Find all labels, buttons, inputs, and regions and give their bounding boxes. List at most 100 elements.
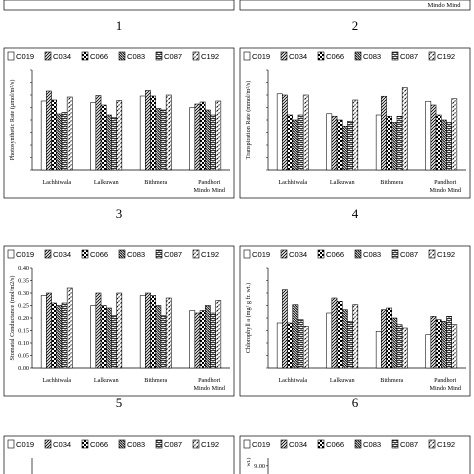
legend-label-c083: C083 bbox=[127, 250, 145, 259]
legend-label-c192: C192 bbox=[437, 250, 455, 259]
bar-c034-3 bbox=[194, 103, 201, 171]
bar-c087-1 bbox=[347, 120, 353, 171]
bar-c066-0 bbox=[287, 114, 294, 171]
bar-c087-2 bbox=[396, 324, 403, 369]
legend-label-c083: C083 bbox=[363, 440, 381, 449]
legend-swatch-c192 bbox=[192, 51, 200, 61]
x-category-label: Bithmera bbox=[380, 377, 403, 384]
legend-swatch-c083 bbox=[354, 51, 362, 61]
bar-c034-1 bbox=[331, 297, 338, 369]
bar-c066-1 bbox=[336, 119, 343, 171]
bar-c192-0 bbox=[66, 96, 73, 171]
chart-panel-7: C019 C034 C066 C083 C087 C192 bbox=[3, 435, 235, 474]
y-tick-label: 9.00 bbox=[254, 463, 265, 470]
legend-swatch-c192 bbox=[428, 249, 436, 259]
y-axis-label: Transpiration Rate (mmol/m²/s) bbox=[245, 81, 252, 160]
x-category-label: Bithmera bbox=[144, 179, 167, 186]
bar-c066-2 bbox=[150, 95, 157, 171]
legend-swatch-c066 bbox=[317, 249, 325, 259]
legend-label-c083: C083 bbox=[127, 440, 145, 449]
panel1-frame-remnant bbox=[3, 0, 235, 11]
bar-c066-2 bbox=[386, 307, 393, 369]
legend-swatch-c087 bbox=[391, 439, 399, 449]
bar-c019-2 bbox=[375, 331, 382, 369]
bar-c034-0 bbox=[282, 289, 288, 369]
y-tick-label: 0.40 bbox=[18, 265, 29, 272]
legend-label-c034: C034 bbox=[289, 440, 307, 449]
legend-swatch-c192 bbox=[192, 249, 200, 259]
legend-swatch-c087 bbox=[155, 249, 163, 259]
legend-label-c019: C019 bbox=[16, 440, 34, 449]
y-tick-label: 0.00 bbox=[18, 365, 29, 372]
bar-c192-2 bbox=[401, 327, 408, 369]
top-crop: Mindo Mind 1 2 bbox=[3, 0, 471, 33]
legend-label-c192: C192 bbox=[201, 440, 219, 449]
bar-c034-1 bbox=[95, 95, 102, 171]
x-category-label: Lalkuwan bbox=[330, 377, 355, 384]
x-category-label: Mindo Mind bbox=[430, 187, 462, 194]
bar-c192-1 bbox=[352, 304, 359, 369]
bar-c019-3 bbox=[189, 310, 196, 369]
legend-label-c019: C019 bbox=[16, 250, 34, 259]
legend-swatch-c083 bbox=[118, 51, 126, 61]
panel-number-1: 1 bbox=[116, 18, 123, 33]
panel-number-2: 2 bbox=[352, 18, 359, 33]
panel-frame bbox=[3, 435, 235, 474]
bar-c192-1 bbox=[352, 99, 359, 171]
legend-label-c034: C034 bbox=[53, 250, 71, 259]
x-category-label: Lachhiwala bbox=[42, 377, 71, 384]
x-category-label: Lachhiwala bbox=[42, 179, 71, 186]
bar-c192-0 bbox=[66, 287, 73, 369]
legend-label-c192: C192 bbox=[437, 440, 455, 449]
bar-c087-3 bbox=[446, 316, 452, 369]
legend-label-c066: C066 bbox=[90, 52, 108, 61]
bar-c019-0 bbox=[276, 322, 283, 369]
y-tick-label: 0.30 bbox=[18, 290, 29, 297]
panel2-category-label: Mindo Mind bbox=[427, 2, 461, 9]
legend-label-c066: C066 bbox=[90, 250, 108, 259]
bar-c066-3 bbox=[199, 101, 206, 171]
bar-c019-3 bbox=[189, 107, 196, 171]
bar-c066-1 bbox=[336, 301, 343, 369]
x-category-label: Pandhori bbox=[434, 377, 457, 384]
bar-c066-0 bbox=[287, 322, 294, 369]
panel-number-4: 4 bbox=[352, 206, 359, 221]
legend-swatch-c066 bbox=[81, 249, 89, 259]
bar-c019-3 bbox=[425, 334, 432, 369]
bar-c019-2 bbox=[139, 95, 146, 171]
bar-c034-3 bbox=[430, 104, 437, 171]
bar-c019-0 bbox=[40, 100, 47, 171]
y-axis-label: Stomatal Conductance (mol/m2/s) bbox=[9, 276, 16, 361]
bar-c034-2 bbox=[381, 309, 387, 369]
bar-c083-3 bbox=[440, 321, 447, 369]
legend-label-c087: C087 bbox=[164, 250, 182, 259]
bar-c083-1 bbox=[341, 309, 348, 369]
legend-swatch-c066 bbox=[317, 439, 325, 449]
bar-c087-2 bbox=[160, 315, 167, 369]
legend-label-c066: C066 bbox=[90, 440, 108, 449]
panel-frame bbox=[3, 47, 235, 199]
bar-c019-0 bbox=[40, 295, 47, 369]
bar-c019-2 bbox=[375, 114, 382, 171]
y-axis-label: Photosynthetic Rate (μmol/m²/s) bbox=[9, 80, 16, 161]
bar-c083-1 bbox=[105, 114, 112, 171]
bar-c192-3 bbox=[451, 98, 458, 171]
legend-label-c083: C083 bbox=[363, 52, 381, 61]
bar-c066-0 bbox=[51, 99, 58, 171]
bar-c087-3 bbox=[446, 122, 452, 171]
panel-frame bbox=[239, 435, 471, 474]
bar-c083-1 bbox=[341, 125, 348, 171]
y-axis-label: Chlorophyll a (mg/ g fr. wt.) bbox=[245, 283, 252, 353]
bar-c192-2 bbox=[165, 297, 172, 369]
chart-panel-4: C019 C034 C066 C083 C087 C192 Transpiration Ra… bbox=[239, 47, 471, 221]
bar-c192-0 bbox=[302, 94, 309, 171]
bar-c034-1 bbox=[95, 292, 102, 369]
legend-label-c083: C083 bbox=[127, 52, 145, 61]
legend-label-c034: C034 bbox=[289, 250, 307, 259]
x-category-label: Lachhiwala bbox=[278, 179, 307, 186]
bar-c087-0 bbox=[297, 319, 304, 369]
bar-c034-2 bbox=[145, 292, 151, 369]
y-tick-label: 0.05 bbox=[18, 353, 29, 360]
y-axis-label: wt.) bbox=[245, 457, 252, 466]
